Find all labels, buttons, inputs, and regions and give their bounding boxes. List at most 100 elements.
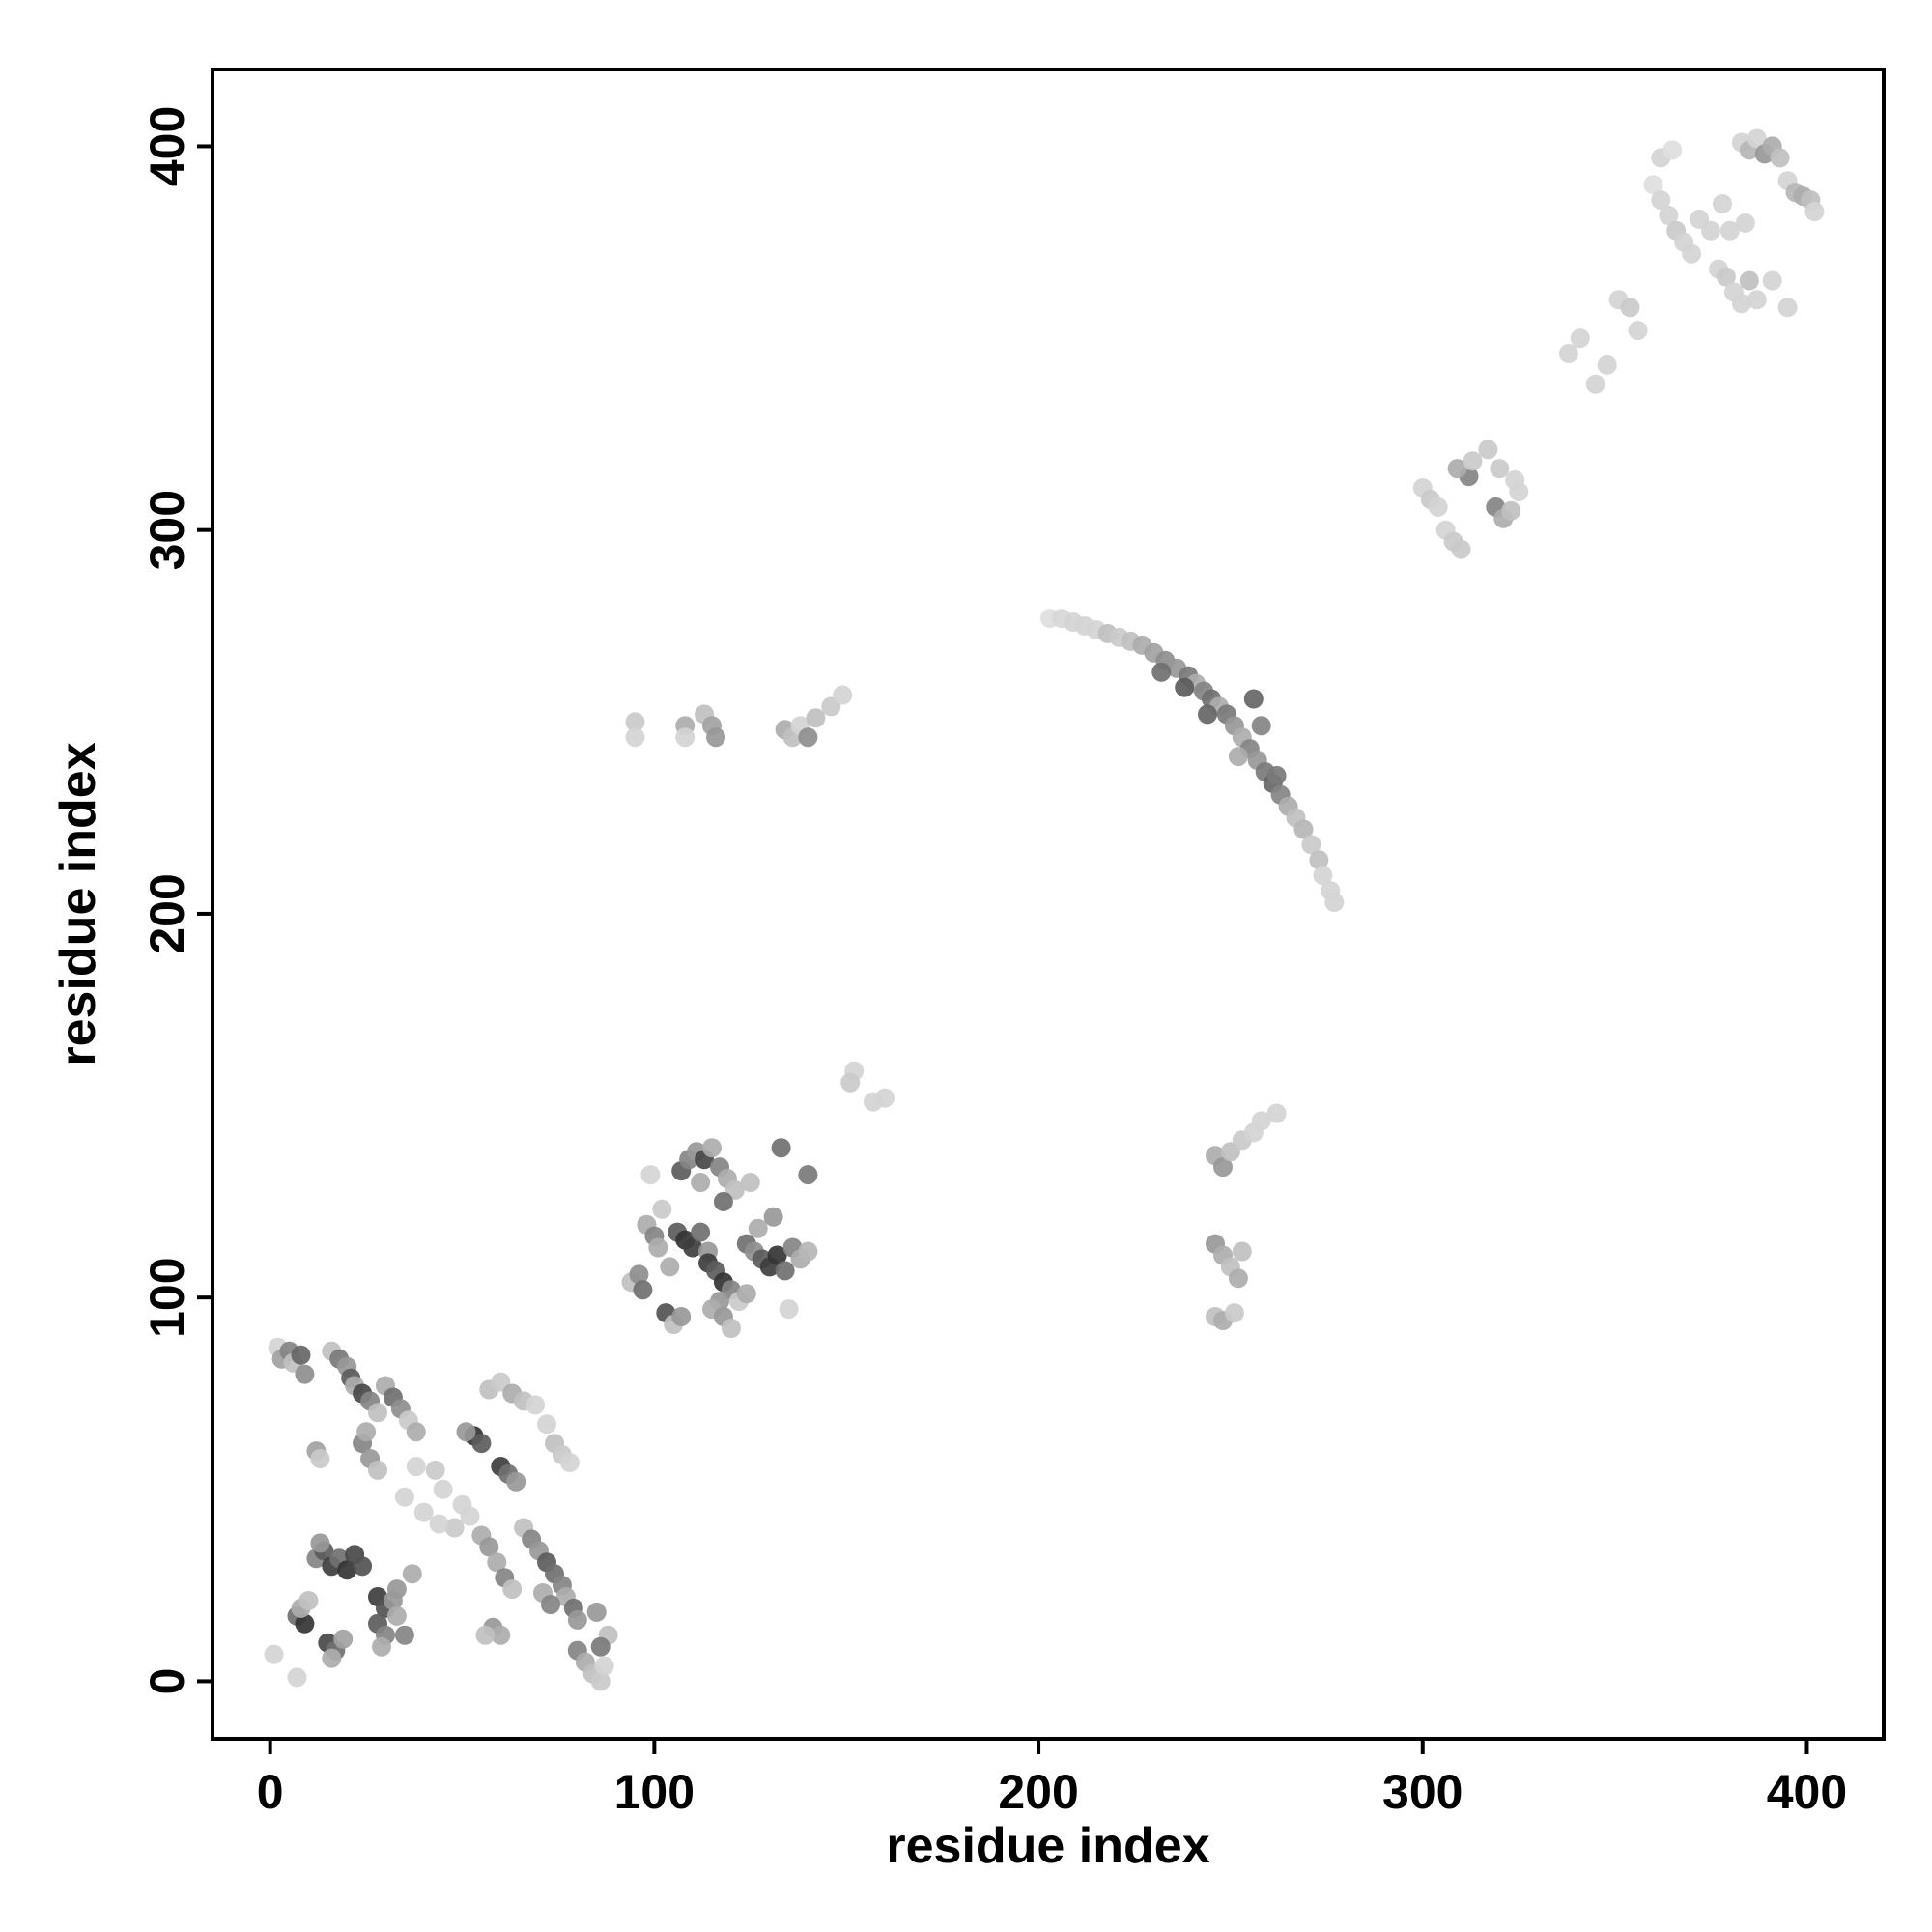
data-point [1490,459,1510,479]
data-point [1243,689,1264,709]
x-axis: 0 100 200 300 400 [257,1739,1847,1819]
plot-frame [211,68,1886,1741]
data-point [1739,270,1759,291]
data-point [1804,202,1825,221]
data-point [1690,209,1710,229]
data-point [1309,850,1329,870]
data-point [425,1460,445,1480]
data-point [840,1072,861,1093]
data-point [287,1667,307,1688]
data-point [721,1319,741,1338]
data-point [1198,704,1217,724]
data-point [310,1449,330,1468]
data-point [471,1434,492,1454]
data-point [337,1560,357,1580]
x-tick-label: 0 [257,1765,284,1819]
x-tick-label: 100 [614,1765,695,1819]
data-point [264,1644,284,1664]
data-point [640,1165,661,1185]
x-tick-label: 300 [1382,1765,1463,1819]
x-tick-label: 200 [998,1765,1078,1819]
data-point [748,1218,768,1238]
data-point [368,1403,387,1423]
data-point [1585,374,1605,394]
data-point [1770,148,1790,168]
data-point [1213,1157,1233,1178]
y-tick-label: 0 [140,1668,194,1695]
data-point [675,727,696,748]
data-point [1570,328,1590,349]
data-point [590,1671,611,1691]
data-point [372,1636,391,1657]
data-point [559,1453,580,1472]
data-point [652,1199,672,1219]
data-point [1747,128,1767,149]
data-point [1719,220,1740,241]
y-tick-label: 100 [140,1257,194,1337]
data-point [660,1257,680,1277]
data-point [713,1191,733,1211]
data-point [706,727,725,748]
data-point [1224,1303,1244,1323]
data-point [491,1625,511,1645]
data-point [1324,893,1345,912]
data-point [1232,1241,1252,1262]
data-point [1447,459,1467,479]
data-point [691,1173,711,1192]
y-tick-label: 300 [140,490,194,570]
data-point [406,1422,426,1442]
data-point [487,1552,507,1573]
data-point [648,1237,668,1258]
data-point [1747,290,1767,310]
data-point [671,1307,692,1326]
data-point [1762,270,1782,291]
data-point [1501,500,1521,521]
data-point [1228,1268,1248,1289]
data-points [264,128,1825,1691]
data-point [537,1414,556,1435]
data-point [1301,835,1321,855]
data-point [333,1629,354,1649]
data-point [633,1280,653,1300]
data-point [1682,243,1702,264]
data-point [413,1502,434,1522]
data-point [1509,482,1529,501]
data-point [1451,539,1471,559]
data-point [767,1245,787,1265]
data-point [295,1364,315,1384]
data-point [594,1656,614,1676]
data-point [444,1518,465,1538]
y-axis: 0 100 200 300 400 [140,106,213,1695]
data-point [875,1088,895,1108]
data-point [386,1579,407,1600]
data-point [798,1241,818,1262]
data-point [1151,662,1172,682]
data-point [590,1636,611,1657]
data-point [779,1299,799,1320]
data-point [394,1625,414,1645]
data-point [1735,213,1755,233]
data-point [386,1605,407,1626]
y-tick-label: 200 [140,873,194,953]
data-point [456,1422,476,1442]
x-axis-label: residue index [886,1818,1209,1874]
data-point [298,1591,319,1610]
data-point [322,1648,342,1668]
data-point [1463,451,1483,471]
data-point [1175,677,1195,697]
data-point [1293,819,1314,839]
data-point [1478,440,1498,460]
data-point [775,1261,795,1281]
y-tick-label: 400 [140,106,194,186]
data-point [1313,866,1333,886]
data-point [541,1595,560,1614]
data-point [475,1625,496,1645]
data-point [406,1457,426,1476]
data-point [1228,747,1248,767]
data-point [479,1537,499,1557]
data-point [356,1422,377,1442]
data-point [1662,140,1683,160]
data-point [1716,267,1736,287]
data-point [394,1487,414,1507]
